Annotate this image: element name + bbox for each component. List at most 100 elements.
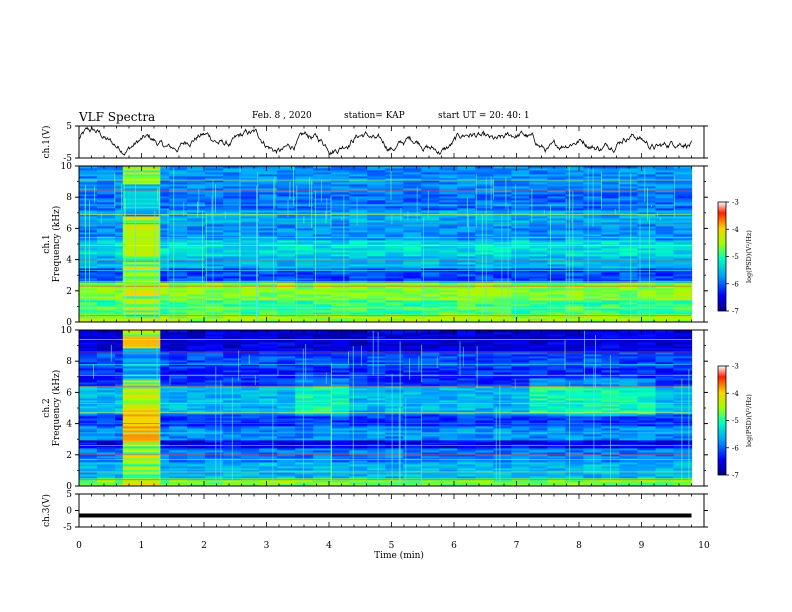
spectrogram-cell	[295, 218, 314, 221]
spectrogram-cell	[529, 370, 548, 373]
spectrogram-cell	[493, 254, 512, 257]
spectrogram-cell	[367, 250, 386, 253]
spectrogram-cell	[457, 228, 476, 231]
spectrogram-cell	[457, 304, 476, 307]
burst-cell	[122, 226, 161, 229]
spectrogram-cell	[511, 410, 530, 413]
spectrogram-cell	[529, 178, 548, 181]
spectrogram-cell	[367, 418, 386, 421]
spectrogram-cell	[421, 232, 440, 235]
spectrogram-cell	[493, 302, 512, 305]
spectrogram-cell	[241, 186, 260, 189]
spectrogram-cell	[169, 194, 188, 197]
spectrogram-cell	[475, 424, 494, 427]
spectrogram-cell	[403, 388, 422, 391]
spectrogram-cell	[601, 286, 620, 289]
spectrogram-cell	[277, 436, 296, 439]
spectrogram-cell	[205, 318, 224, 321]
spectrogram-cell	[295, 456, 314, 459]
spectrogram-cell	[367, 386, 386, 389]
spectrogram-cell	[547, 440, 566, 443]
spectrogram-cell	[547, 188, 566, 191]
spectrogram-cell	[151, 422, 170, 425]
spectrogram-cell	[367, 310, 386, 313]
spectrogram-cell	[259, 306, 278, 309]
burst-cell	[122, 308, 161, 311]
spectrogram-cell	[205, 166, 224, 169]
spectrogram-cell	[79, 354, 98, 357]
spectrogram-cell	[619, 224, 638, 227]
spectrogram-cell	[205, 434, 224, 437]
spectrogram-cell	[223, 208, 242, 211]
spectrogram-cell	[367, 466, 386, 469]
spectrogram-cell	[547, 184, 566, 187]
spectrogram-cell	[97, 396, 116, 399]
spectrogram-cell	[385, 264, 404, 267]
burst-cell	[122, 294, 161, 297]
spectrogram-cell	[151, 216, 170, 219]
spectrogram-cell	[349, 264, 368, 267]
spectrogram-cell	[277, 284, 296, 287]
spectrogram-cell	[529, 398, 548, 401]
burst-cell	[122, 256, 161, 259]
spectrogram-cell	[529, 382, 548, 385]
spectrogram-cell	[367, 382, 386, 385]
spectrogram-cell	[475, 272, 494, 275]
spectrogram-cell	[457, 430, 476, 433]
spectrogram-cell	[655, 438, 675, 441]
spectrogram-cell	[367, 302, 386, 305]
spectrogram-cell	[205, 382, 224, 385]
spectrogram-cell	[421, 396, 440, 399]
spectrogram-cell	[187, 236, 206, 239]
spectrogram-cell	[169, 472, 188, 475]
spectrogram-cell	[79, 276, 98, 279]
spectrogram-cell	[241, 438, 260, 441]
spectrogram-cell	[493, 398, 512, 401]
spectrogram-cell	[547, 420, 566, 423]
spectrogram-cell	[79, 248, 98, 251]
spectrogram-cell	[583, 252, 602, 255]
spectrogram-cell	[421, 376, 440, 379]
spectrogram-cell	[637, 442, 657, 445]
spectrogram-cell	[673, 306, 693, 309]
spectrogram-cell	[259, 466, 278, 469]
spectrogram-cell	[439, 484, 458, 487]
spectrogram-cell	[97, 470, 116, 473]
spectrogram-cell	[169, 318, 188, 321]
spectrogram-cell	[169, 264, 188, 267]
spectrogram-cell	[547, 306, 566, 309]
spectrogram-cell	[493, 224, 512, 227]
spectrogram-cell	[637, 400, 657, 403]
spectrogram-cell	[331, 170, 350, 173]
spectrogram-cell	[511, 356, 530, 359]
spectrogram-cell	[241, 406, 260, 409]
spectrogram-cell	[421, 354, 440, 357]
spectrogram-cell	[655, 460, 675, 463]
spectrogram-cell	[475, 312, 494, 315]
spectrogram-cell	[169, 414, 188, 417]
spectrogram-cell	[601, 318, 620, 321]
spectrogram-cell	[583, 354, 602, 357]
spectrogram-cell	[655, 484, 675, 487]
spectrogram-cell	[349, 372, 368, 375]
spectrogram-cell	[583, 276, 602, 279]
spectrogram-cell	[421, 456, 440, 459]
spectrogram-cell	[367, 246, 386, 249]
spectrogram-cell	[637, 254, 657, 257]
spectrogram-cell	[619, 482, 638, 485]
spectrogram-cell	[583, 430, 602, 433]
spectrogram-cell	[79, 224, 98, 227]
spectrogram-cell	[439, 298, 458, 301]
spectrogram-cell	[421, 430, 440, 433]
spectrogram-cell	[97, 184, 116, 187]
spectrogram-cell	[475, 274, 494, 277]
spectrogram-cell	[619, 318, 638, 321]
spectrogram-cell	[529, 476, 548, 479]
spectrogram-cell	[97, 242, 116, 245]
spectrogram-cell	[241, 252, 260, 255]
spectrogram-cell	[511, 392, 530, 395]
spectrogram-cell	[385, 474, 404, 477]
spectrogram-cell	[637, 266, 657, 269]
spectrogram-cell	[331, 176, 350, 179]
spectrogram-cell	[493, 428, 512, 431]
